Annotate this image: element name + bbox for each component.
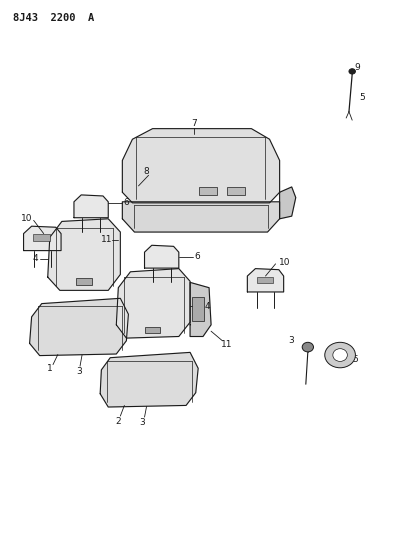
Text: 10: 10 <box>278 258 290 266</box>
Text: 8J43  2200  A: 8J43 2200 A <box>13 13 94 23</box>
Polygon shape <box>122 202 279 232</box>
Bar <box>76 278 92 285</box>
Polygon shape <box>100 352 198 407</box>
Text: 3: 3 <box>139 418 145 427</box>
Polygon shape <box>190 282 211 336</box>
Text: 6: 6 <box>194 253 199 262</box>
Text: 7: 7 <box>191 119 196 128</box>
Text: 4: 4 <box>33 254 38 263</box>
Text: 6: 6 <box>123 198 129 207</box>
Bar <box>227 188 245 195</box>
Text: 3: 3 <box>287 336 293 345</box>
Text: 9: 9 <box>353 63 359 72</box>
Polygon shape <box>122 128 279 203</box>
Ellipse shape <box>301 342 313 352</box>
Text: 2: 2 <box>115 417 121 426</box>
Text: 3: 3 <box>76 367 81 376</box>
Text: 5: 5 <box>358 93 364 102</box>
Polygon shape <box>30 298 128 356</box>
Text: 8: 8 <box>143 166 149 175</box>
Text: 4: 4 <box>204 302 209 311</box>
Polygon shape <box>48 219 120 290</box>
Polygon shape <box>279 187 295 219</box>
Polygon shape <box>247 269 283 292</box>
Bar <box>33 233 50 241</box>
Ellipse shape <box>324 342 354 368</box>
Text: 11: 11 <box>100 236 112 245</box>
Text: 5: 5 <box>352 355 357 364</box>
Polygon shape <box>23 226 61 251</box>
Ellipse shape <box>332 349 347 361</box>
Polygon shape <box>116 269 190 338</box>
Text: 10: 10 <box>21 214 32 223</box>
Bar <box>198 188 217 195</box>
Bar <box>256 277 272 284</box>
Bar <box>191 297 203 320</box>
Ellipse shape <box>348 69 354 74</box>
Bar <box>144 327 160 333</box>
Polygon shape <box>74 195 108 217</box>
Polygon shape <box>144 245 178 268</box>
Text: 11: 11 <box>220 341 232 350</box>
Text: 1: 1 <box>47 364 53 373</box>
